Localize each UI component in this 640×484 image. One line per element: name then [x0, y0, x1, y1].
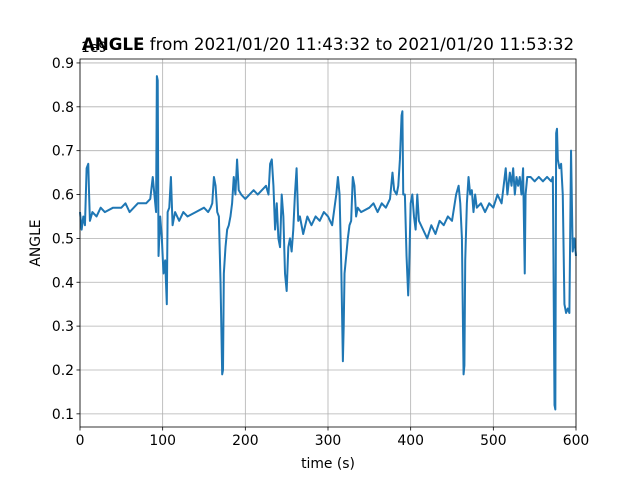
y-tick-label: 0.2 [52, 363, 74, 379]
title-rest: from 2021/01/20 11:43:32 to 2021/01/20 1… [150, 34, 574, 54]
y-tick-label: 0.1 [52, 407, 74, 423]
x-tick-label: 400 [397, 433, 424, 449]
y-tick-label: 0.4 [52, 275, 74, 291]
y-tick-label: 0.9 [52, 56, 74, 72]
title-bold: ANGLE [82, 34, 145, 54]
x-tick-label: 200 [232, 433, 259, 449]
y-tick-label: 0.6 [52, 188, 74, 204]
x-axis-label: time (s) [301, 456, 355, 472]
y-axis-label: ANGLE [28, 219, 44, 266]
data-line [79, 75, 577, 411]
ticks: 0 100 200 300 400 500 600 0.1 0.2 0.3 0.4 0.5 0.6 0.7… [52, 56, 589, 449]
y-tick-label: 0.8 [52, 100, 74, 116]
y-tick-label: 0.7 [52, 144, 74, 160]
chart-title: ANGLE from 2021/01/20 11:43:32 to 2021/0… [82, 34, 574, 54]
offset-text: 1e9 [81, 40, 107, 56]
y-tick-label: 0.5 [52, 231, 74, 247]
x-tick-label: 600 [563, 433, 590, 449]
x-tick-label: 100 [149, 433, 176, 449]
plot-area [79, 75, 577, 411]
x-tick-label: 0 [76, 433, 85, 449]
x-tick-label: 500 [480, 433, 507, 449]
y-tick-label: 0.3 [52, 319, 74, 335]
x-tick-label: 300 [315, 433, 342, 449]
